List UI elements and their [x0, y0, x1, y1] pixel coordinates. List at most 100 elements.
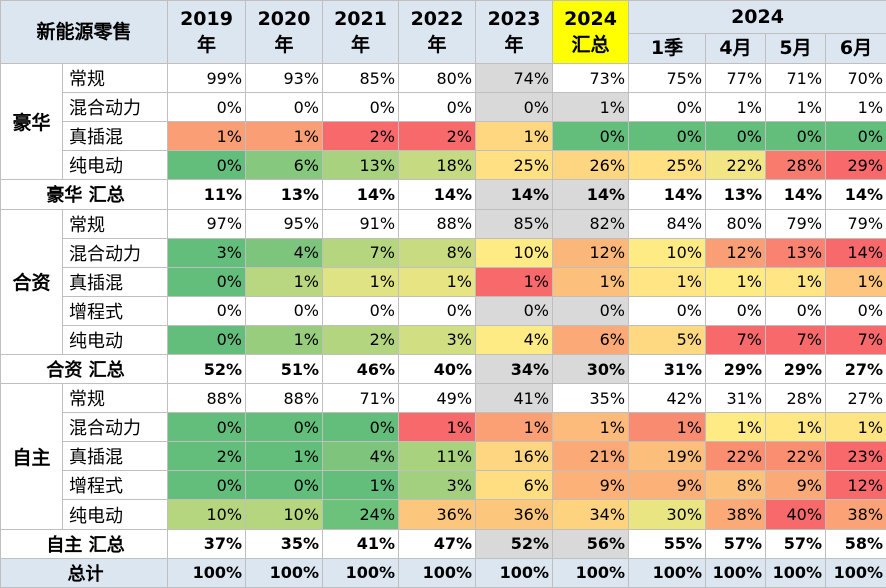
value-cell: 93%: [245, 63, 324, 94]
value-cell: 12%: [552, 237, 630, 268]
row-label: 常规: [61, 208, 169, 239]
value-cell: 14%: [398, 179, 477, 210]
value-cell: 1%: [552, 92, 630, 123]
grand-total-row: 总计 100% 100% 100% 100% 100% 100% 100% 100% 100% 10…: [0, 557, 886, 588]
year: 2024: [564, 8, 617, 31]
year-header: 2023 年: [475, 0, 554, 65]
value-cell: 1%: [765, 412, 827, 443]
value-cell: 13%: [322, 150, 400, 181]
row-label: 混合动力: [61, 412, 169, 443]
value-cell: 0%: [705, 121, 767, 152]
value-cell: 71%: [322, 383, 400, 414]
value-cell: 0%: [398, 295, 477, 326]
value-cell: 99%: [167, 63, 247, 94]
year: 2021: [334, 8, 387, 31]
value-cell: 100%: [245, 557, 324, 588]
value-cell: 2%: [322, 121, 400, 152]
value-cell: 22%: [765, 441, 827, 472]
value-cell: 4%: [245, 237, 324, 268]
row-label: 纯电动: [61, 499, 169, 530]
value-cell: 0%: [167, 266, 247, 297]
year-suffix: 年: [427, 34, 447, 57]
grand-total-label: 总计: [0, 557, 169, 588]
value-cell: 73%: [552, 63, 630, 94]
value-cell: 100%: [398, 557, 477, 588]
value-cell: 36%: [475, 499, 554, 530]
value-cell: 1%: [167, 121, 247, 152]
value-cell: 37%: [167, 528, 247, 559]
value-cell: 16%: [475, 441, 554, 472]
value-cell: 100%: [167, 557, 247, 588]
row-label: 常规: [61, 383, 169, 414]
row-label: 混合动力: [61, 237, 169, 268]
value-cell: 7%: [322, 237, 400, 268]
value-cell: 3%: [167, 237, 247, 268]
value-cell: 41%: [322, 528, 400, 559]
value-cell: 0%: [628, 92, 707, 123]
value-cell: 41%: [475, 383, 554, 414]
value-cell: 42%: [628, 383, 707, 414]
row-label: 常规: [61, 63, 169, 94]
data-row: 纯电动 0% 6% 13% 18% 25% 26% 25% 22% 28% 29%: [1, 150, 886, 181]
value-cell: 97%: [167, 208, 247, 239]
value-cell: 14%: [552, 179, 630, 210]
value-cell: 0%: [322, 412, 400, 443]
year-header: 2019 年: [167, 0, 247, 65]
value-cell: 8%: [398, 237, 477, 268]
value-cell: 25%: [628, 150, 707, 181]
period-header: 1季: [628, 32, 707, 65]
total-row: 豪华 汇总 11% 13% 14% 14% 14% 14% 14% 13% 14% 14%: [0, 179, 886, 210]
value-cell: 0%: [167, 150, 247, 181]
value-cell: 34%: [475, 353, 554, 385]
value-cell: 2%: [398, 121, 477, 152]
value-cell: 100%: [705, 557, 767, 588]
value-cell: 1%: [825, 266, 886, 297]
value-cell: 14%: [825, 179, 886, 210]
value-cell: 79%: [765, 208, 827, 239]
value-cell: 9%: [628, 470, 707, 501]
value-cell: 1%: [398, 412, 477, 443]
year-suffix: 年: [504, 34, 524, 57]
value-cell: 12%: [705, 237, 767, 268]
value-cell: 35%: [245, 528, 324, 559]
value-cell: 0%: [475, 92, 554, 123]
value-cell: 9%: [552, 470, 630, 501]
value-cell: 0%: [167, 412, 247, 443]
value-cell: 0%: [765, 295, 827, 326]
value-cell: 4%: [475, 324, 554, 356]
value-cell: 22%: [705, 150, 767, 181]
value-cell: 0%: [628, 121, 707, 152]
value-cell: 0%: [825, 295, 886, 326]
value-cell: 29%: [765, 353, 827, 385]
value-cell: 6%: [475, 470, 554, 501]
value-cell: 0%: [475, 295, 554, 326]
year-header: 2020 年: [245, 0, 324, 65]
value-cell: 82%: [552, 208, 630, 239]
value-cell: 1%: [765, 92, 827, 123]
value-cell: 3%: [398, 470, 477, 501]
value-cell: 77%: [705, 63, 767, 94]
value-cell: 1%: [475, 121, 554, 152]
value-cell: 100%: [322, 557, 400, 588]
value-cell: 23%: [825, 441, 886, 472]
value-cell: 18%: [398, 150, 477, 181]
data-row: 真插混 2% 1% 4% 11% 16% 21% 19% 22% 22% 23%: [1, 441, 886, 472]
value-cell: 34%: [552, 499, 630, 530]
value-cell: 0%: [765, 121, 827, 152]
year-suffix: 年: [351, 34, 371, 57]
row-label: 真插混: [61, 121, 169, 152]
value-cell: 100%: [475, 557, 554, 588]
value-cell: 6%: [245, 150, 324, 181]
value-cell: 14%: [628, 179, 707, 210]
value-cell: 55%: [628, 528, 707, 559]
value-cell: 7%: [825, 324, 886, 356]
value-cell: 10%: [628, 237, 707, 268]
value-cell: 38%: [705, 499, 767, 530]
group-label: 合资: [0, 208, 63, 356]
value-cell: 27%: [825, 353, 886, 385]
group-label: 豪华: [0, 63, 63, 181]
value-cell: 1%: [245, 324, 324, 356]
value-cell: 100%: [825, 557, 886, 588]
value-cell: 7%: [765, 324, 827, 356]
value-cell: 70%: [825, 63, 886, 94]
